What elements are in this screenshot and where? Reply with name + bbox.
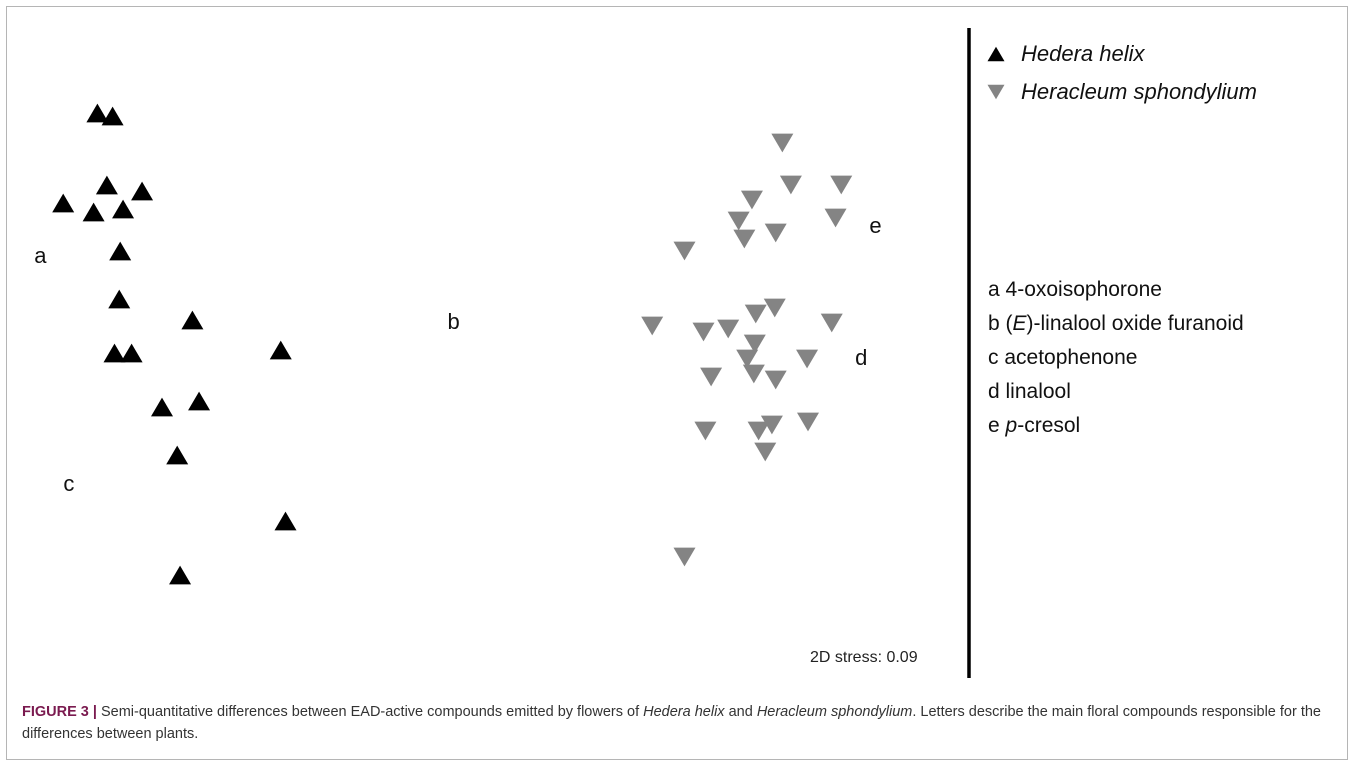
- heracleum-point-16: [743, 334, 766, 354]
- key-entry-d: d linalool: [988, 380, 1071, 403]
- caption-part1: Semi-quantitative differences between EA…: [96, 704, 644, 720]
- annotation-a: a: [34, 243, 47, 268]
- hedera-point-3: [95, 175, 118, 195]
- key-entry-a: a 4-oxoisophorone: [988, 278, 1162, 301]
- hedera-point-10: [181, 310, 204, 330]
- nmds-plot: a b c d e 2D stress: 0.09 Hedera helix Heracl…: [34, 28, 1257, 678]
- heracleum-point-1: [771, 133, 794, 153]
- heracleum-point-10: [763, 298, 786, 318]
- hedera-point-17: [274, 511, 297, 531]
- heracleum-point-27: [673, 547, 696, 567]
- scatter-points: [52, 103, 853, 585]
- compound-key: a 4-oxoisophorone b (E)-linalool oxide fu…: [988, 278, 1244, 437]
- hedera-point-16: [166, 445, 189, 465]
- heracleum-point-20: [742, 364, 765, 384]
- hedera-point-15: [151, 397, 173, 417]
- hedera-point-11: [103, 343, 126, 363]
- hedera-point-9: [108, 289, 131, 309]
- heracleum-point-13: [641, 316, 664, 336]
- heracleum-point-21: [764, 370, 787, 390]
- heracleum-point-24: [694, 421, 717, 441]
- heracleum-point-6: [727, 211, 750, 231]
- heracleum-point-17: [736, 349, 759, 369]
- hedera-point-5: [52, 193, 75, 213]
- annotation-e: e: [869, 213, 881, 238]
- legend: Hedera helix Heracleum sphondylium: [987, 41, 1257, 104]
- stress-label: 2D stress: 0.09: [810, 649, 918, 666]
- heracleum-point-4: [740, 190, 763, 210]
- legend-marker-1: [987, 46, 1005, 62]
- figure-label: FIGURE 3 |: [22, 704, 97, 720]
- legend-label-2: Heracleum sphondylium: [1021, 79, 1257, 104]
- heracleum-point-15: [717, 319, 740, 339]
- hedera-point-7: [112, 199, 135, 219]
- figure-caption: FIGURE 3 | Semi-quantitative differences…: [22, 701, 1332, 745]
- legend-marker-2: [987, 84, 1005, 100]
- caption-part3: . Letters describe the main floral compo…: [22, 704, 1321, 742]
- hedera-point-2: [101, 106, 124, 126]
- annotation-c: c: [63, 471, 74, 496]
- caption-part2: and: [724, 704, 757, 720]
- heracleum-point-7: [733, 229, 756, 249]
- hedera-point-12: [120, 343, 143, 363]
- hedera-point-4: [131, 181, 154, 201]
- legend-label-1: Hedera helix: [1021, 41, 1146, 66]
- key-entry-e: e p-cresol: [988, 414, 1080, 437]
- figure-frame: [6, 6, 1348, 760]
- heracleum-point-9: [673, 241, 696, 261]
- heracleum-point-2: [779, 175, 802, 195]
- hedera-point-18: [169, 565, 192, 585]
- heracleum-point-5: [824, 208, 847, 228]
- heracleum-point-19: [700, 367, 723, 387]
- key-entry-b: b (E)-linalool oxide furanoid: [988, 312, 1244, 335]
- hedera-point-13: [269, 340, 292, 360]
- hedera-point-14: [188, 391, 211, 411]
- key-entry-c: c acetophenone: [988, 346, 1137, 369]
- heracleum-point-26: [754, 442, 777, 462]
- annotation-b: b: [448, 309, 460, 334]
- heracleum-point-8: [764, 223, 787, 243]
- heracleum-point-23: [760, 415, 783, 435]
- heracleum-point-12: [820, 313, 843, 333]
- heracleum-point-14: [692, 322, 715, 342]
- hedera-point-1: [86, 103, 109, 123]
- heracleum-point-22: [797, 412, 819, 432]
- heracleum-point-11: [744, 304, 767, 324]
- caption-species2: Heracleum sphondylium: [756, 704, 913, 720]
- hedera-point-6: [82, 202, 105, 222]
- hedera-point-8: [109, 241, 132, 261]
- annotation-d: d: [855, 345, 867, 370]
- point-annotations: a b c d e: [34, 213, 881, 496]
- caption-species1: Hedera helix: [643, 704, 725, 720]
- heracleum-point-25: [747, 421, 770, 441]
- heracleum-point-3: [830, 175, 853, 195]
- heracleum-point-18: [796, 349, 819, 369]
